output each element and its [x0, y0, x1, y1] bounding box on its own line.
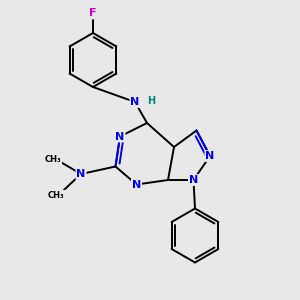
Text: N: N: [130, 97, 140, 107]
Text: N: N: [189, 175, 198, 185]
Text: F: F: [89, 8, 97, 19]
Text: N: N: [132, 179, 141, 190]
Text: H: H: [147, 95, 156, 106]
Text: CH₃: CH₃: [45, 154, 61, 164]
Text: N: N: [206, 151, 214, 161]
Text: N: N: [116, 131, 124, 142]
Text: N: N: [76, 169, 85, 179]
Text: CH₃: CH₃: [48, 190, 64, 200]
